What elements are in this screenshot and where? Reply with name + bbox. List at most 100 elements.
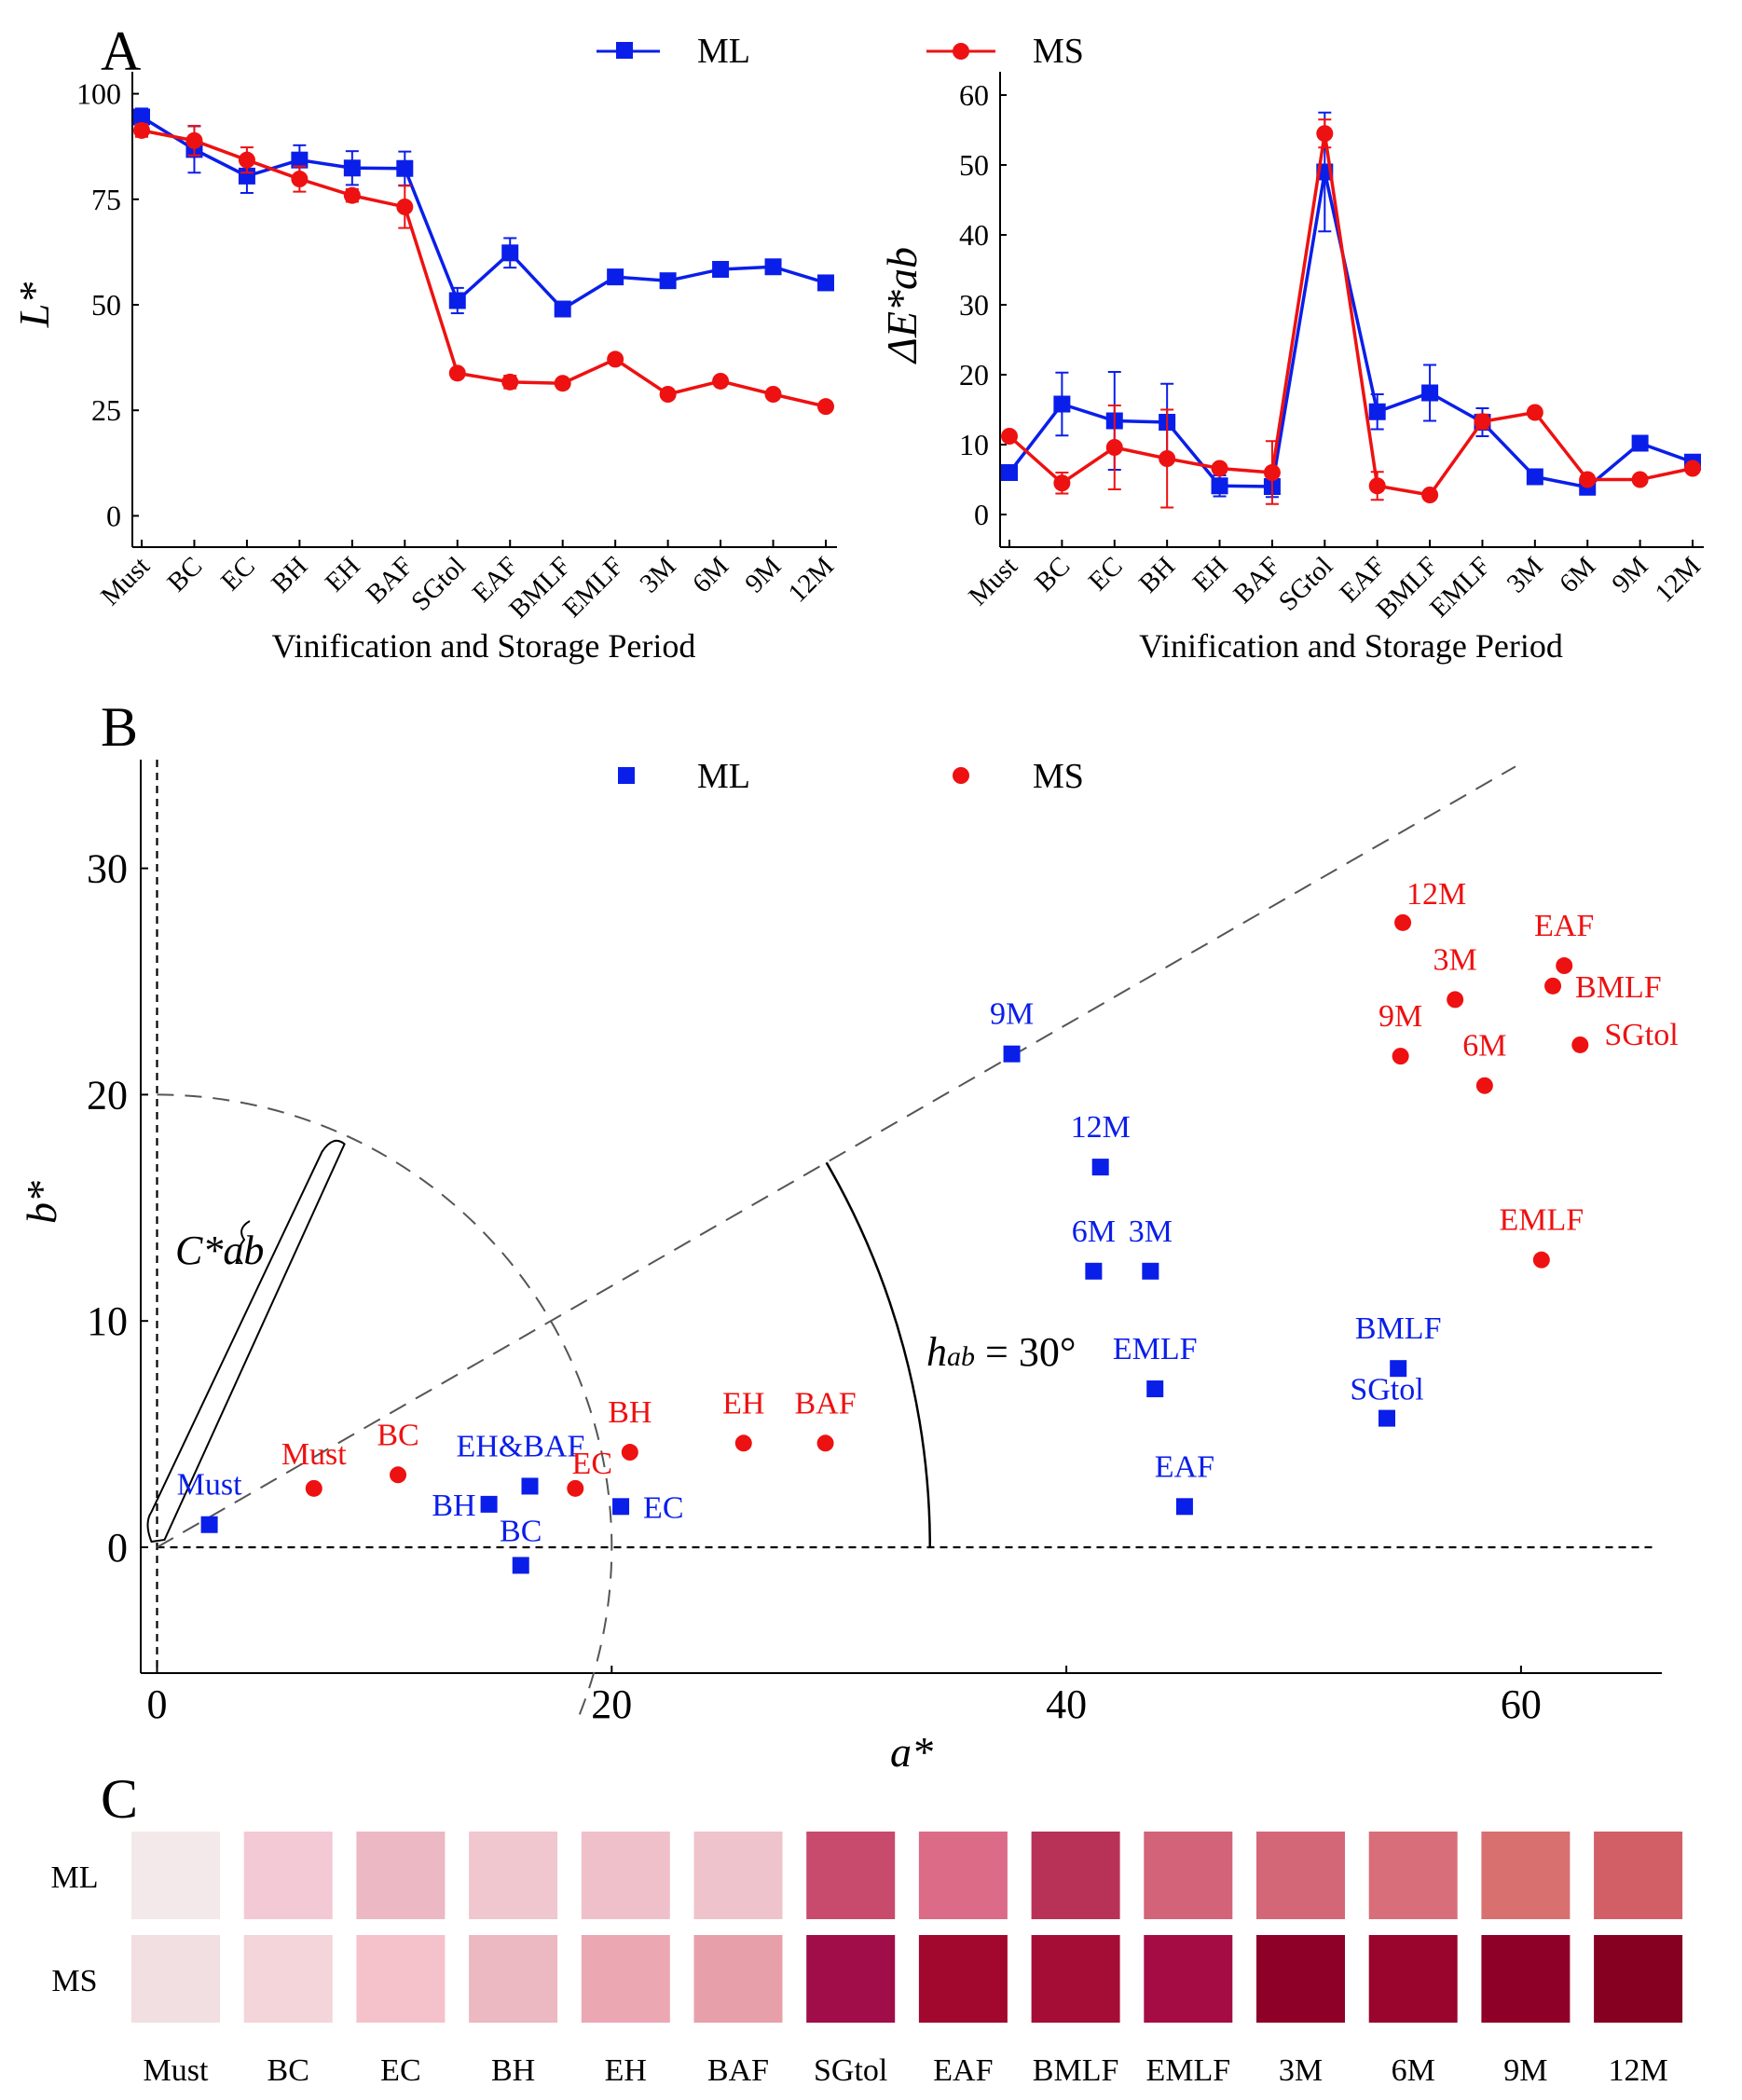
scatter-point-ms xyxy=(1447,991,1464,1009)
point-label: 3M xyxy=(1129,1215,1173,1249)
point-label: 6M xyxy=(1462,1029,1506,1064)
point-ms xyxy=(1526,404,1543,421)
x-tick-label: 6M xyxy=(687,551,734,598)
point-label: Must xyxy=(281,1437,347,1472)
scatter-point-ms xyxy=(1544,977,1562,995)
point-ms xyxy=(185,131,203,149)
x-tick-label: 3M xyxy=(634,551,681,598)
x-tick-label: BH xyxy=(266,551,313,598)
scatter-point-ms xyxy=(305,1479,322,1497)
y-tick-label: 0 xyxy=(106,499,121,532)
swatch-column-label: BH xyxy=(491,2053,535,2088)
x-tick-label: 0 xyxy=(147,1681,168,1727)
swatch-column-label: 9M xyxy=(1503,2053,1547,2088)
legend-b-ml-label: ML xyxy=(697,757,750,796)
point-ms xyxy=(712,372,730,390)
point-ms xyxy=(1368,477,1386,495)
legend-ml-marker xyxy=(616,42,633,59)
point-ms xyxy=(1631,471,1649,488)
y-tick-label: 60 xyxy=(959,78,989,112)
y-tick-label: 75 xyxy=(91,183,121,216)
point-ml xyxy=(817,274,834,292)
swatch-column-label: EC xyxy=(380,2053,420,2088)
scatter-point-ml xyxy=(1142,1262,1159,1280)
chroma-brace xyxy=(237,1220,251,1265)
color-swatch xyxy=(1594,1832,1683,1919)
x-tick-label: 9M xyxy=(1606,551,1653,598)
point-label: BC xyxy=(500,1514,542,1548)
color-swatch xyxy=(131,1832,220,1919)
point-label: EH xyxy=(722,1386,764,1421)
x-tick-label: 12M xyxy=(783,551,840,608)
point-ml xyxy=(448,292,466,309)
legend-a: ML MS xyxy=(597,32,1084,71)
point-label: BAF xyxy=(794,1386,856,1421)
point-ms xyxy=(396,198,414,215)
y-tick-label: 50 xyxy=(959,148,989,182)
x-tick-label: 20 xyxy=(591,1681,632,1727)
x-tick-label: 6M xyxy=(1554,551,1601,598)
x-tick-label: EMLF xyxy=(557,551,629,623)
legend-ms-label: MS xyxy=(1033,32,1084,71)
chroma-bracket xyxy=(146,1139,346,1544)
hue-direction-line xyxy=(157,765,1516,1548)
scatter-point-ml xyxy=(1378,1409,1395,1427)
x-tick-label: BH xyxy=(1133,551,1181,598)
y-tick-label: 30 xyxy=(959,288,989,322)
y-tick-label: 0 xyxy=(107,1525,128,1571)
color-swatch xyxy=(1256,1832,1345,1919)
scatter-point-ml xyxy=(1003,1045,1021,1063)
x-tick-label: 3M xyxy=(1502,551,1549,598)
y-axis-label: L* xyxy=(10,282,58,329)
scatter-point-ms xyxy=(1556,957,1573,975)
point-label: EC xyxy=(643,1490,683,1525)
color-swatch xyxy=(1368,1832,1458,1919)
point-label: 9M xyxy=(990,997,1034,1032)
y-tick-label: 20 xyxy=(87,1072,128,1118)
point-ml xyxy=(1368,403,1386,420)
point-ml xyxy=(554,300,571,318)
series-line-ml xyxy=(1008,172,1694,489)
point-ml xyxy=(659,272,677,290)
color-swatch xyxy=(469,1935,558,2023)
color-swatch xyxy=(243,1935,333,2023)
swatch-column-label: Must xyxy=(144,2053,209,2088)
point-ml xyxy=(1053,395,1071,413)
x-axis-label: Vinification and Storage Period xyxy=(272,627,696,665)
scatter-point-ml xyxy=(521,1477,539,1495)
scatter-point-ml xyxy=(1390,1360,1407,1378)
swatch-row-label: MS xyxy=(51,1964,97,1998)
scatter-point-ms xyxy=(390,1466,407,1484)
color-swatch xyxy=(1594,1935,1683,2023)
point-label: BC xyxy=(377,1418,418,1452)
scatter-point-ms xyxy=(1392,1048,1409,1065)
scatter-point-ms xyxy=(1475,1077,1493,1094)
color-swatch xyxy=(1256,1935,1345,2023)
point-ml xyxy=(1526,468,1543,486)
color-swatch xyxy=(1031,1832,1120,1919)
swatch-column-label: SGtol xyxy=(814,2053,887,2088)
point-ml xyxy=(343,159,361,177)
point-ml xyxy=(764,258,782,276)
color-swatch xyxy=(1144,1832,1233,1919)
scatter-point-ms xyxy=(1571,1036,1589,1053)
panel-label-a: A xyxy=(101,21,141,82)
scatter-point-ms xyxy=(1394,913,1412,931)
point-label: 12M xyxy=(1071,1110,1131,1145)
swatch-column-label: EMLF xyxy=(1145,2053,1230,2088)
series-line-ms xyxy=(1008,132,1694,497)
point-label: EAF xyxy=(1155,1449,1214,1484)
legend-ms-marker xyxy=(953,43,969,60)
color-swatch xyxy=(356,1935,446,2023)
point-ms xyxy=(817,398,834,416)
y-tick-label: 50 xyxy=(91,288,121,322)
point-label: EAF xyxy=(1534,909,1594,943)
point-ms xyxy=(607,350,624,368)
x-axis-label: Vinification and Storage Period xyxy=(1139,627,1563,665)
x-tick-label: BC xyxy=(1029,551,1076,597)
point-label: Must xyxy=(177,1468,242,1503)
scatter-point-ml xyxy=(612,1498,630,1516)
